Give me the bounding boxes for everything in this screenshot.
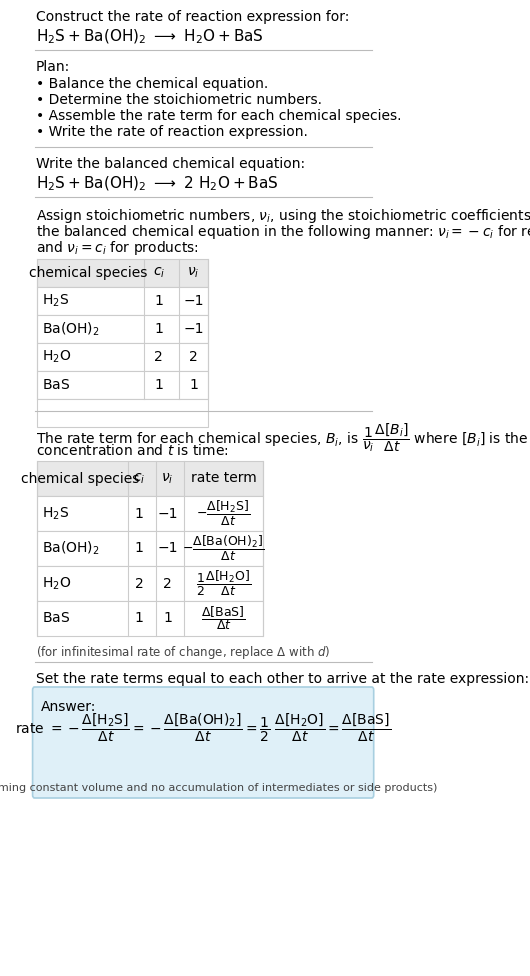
- Text: $\mathrm{H_2O}$: $\mathrm{H_2O}$: [42, 575, 72, 591]
- Text: 2: 2: [135, 577, 144, 590]
- Text: $\mathrm{H_2S}$: $\mathrm{H_2S}$: [42, 506, 69, 522]
- Text: • Write the rate of reaction expression.: • Write the rate of reaction expression.: [36, 125, 308, 139]
- Text: (assuming constant volume and no accumulation of intermediates or side products): (assuming constant volume and no accumul…: [0, 783, 438, 793]
- FancyBboxPatch shape: [37, 371, 208, 399]
- Text: −1: −1: [183, 322, 204, 336]
- Text: Write the balanced chemical equation:: Write the balanced chemical equation:: [36, 157, 305, 171]
- Text: 1: 1: [135, 542, 144, 555]
- Text: $\mathrm{H_2O}$: $\mathrm{H_2O}$: [42, 348, 72, 365]
- Text: Assign stoichiometric numbers, $\nu_i$, using the stoichiometric coefficients, $: Assign stoichiometric numbers, $\nu_i$, …: [36, 207, 530, 225]
- Text: $\mathrm{H_2S + Ba(OH)_2 \ \longrightarrow \ 2\ H_2O + BaS}$: $\mathrm{H_2S + Ba(OH)_2 \ \longrightarr…: [36, 175, 278, 193]
- Text: Set the rate terms equal to each other to arrive at the rate expression:: Set the rate terms equal to each other t…: [36, 672, 529, 686]
- Text: • Assemble the rate term for each chemical species.: • Assemble the rate term for each chemic…: [36, 109, 401, 123]
- Text: rate $= -\dfrac{\Delta[\mathrm{H_2S}]}{\Delta t} = -\dfrac{\Delta[\mathrm{Ba(OH): rate $= -\dfrac{\Delta[\mathrm{H_2S}]}{\…: [15, 712, 391, 744]
- Text: $\mathrm{Ba(OH)_2}$: $\mathrm{Ba(OH)_2}$: [42, 320, 100, 338]
- Text: $\dfrac{\Delta[\mathrm{BaS}]}{\Delta t}$: $\dfrac{\Delta[\mathrm{BaS}]}{\Delta t}$: [201, 604, 246, 632]
- Text: 1: 1: [135, 507, 144, 520]
- Text: and $\nu_i = c_i$ for products:: and $\nu_i = c_i$ for products:: [36, 239, 199, 257]
- Text: 1: 1: [189, 378, 198, 392]
- FancyBboxPatch shape: [37, 399, 208, 427]
- Text: • Balance the chemical equation.: • Balance the chemical equation.: [36, 77, 268, 91]
- FancyBboxPatch shape: [37, 566, 263, 601]
- Text: $\nu_i$: $\nu_i$: [161, 471, 174, 486]
- Text: $\dfrac{1}{2}\dfrac{\Delta[\mathrm{H_2O}]}{\Delta t}$: $\dfrac{1}{2}\dfrac{\Delta[\mathrm{H_2O}…: [196, 569, 251, 598]
- Text: $\mathrm{H_2S + Ba(OH)_2 \ \longrightarrow \ H_2O + BaS}$: $\mathrm{H_2S + Ba(OH)_2 \ \longrightarr…: [36, 28, 264, 47]
- Text: (for infinitesimal rate of change, replace $\Delta$ with $d$): (for infinitesimal rate of change, repla…: [36, 644, 330, 661]
- Text: 2: 2: [163, 577, 172, 590]
- Text: 2: 2: [189, 350, 198, 364]
- Text: • Determine the stoichiometric numbers.: • Determine the stoichiometric numbers.: [36, 93, 322, 107]
- Text: −1: −1: [183, 294, 204, 308]
- FancyBboxPatch shape: [37, 287, 208, 315]
- FancyBboxPatch shape: [37, 315, 208, 343]
- Text: $c_i$: $c_i$: [153, 265, 165, 280]
- Text: The rate term for each chemical species, $B_i$, is $\dfrac{1}{\nu_i}\dfrac{\Delt: The rate term for each chemical species,…: [36, 421, 530, 454]
- FancyBboxPatch shape: [37, 601, 263, 636]
- FancyBboxPatch shape: [37, 259, 208, 287]
- Text: 2: 2: [154, 350, 163, 364]
- Text: 1: 1: [154, 294, 163, 308]
- Text: $\nu_i$: $\nu_i$: [188, 265, 200, 280]
- Text: $-\dfrac{\Delta[\mathrm{H_2S}]}{\Delta t}$: $-\dfrac{\Delta[\mathrm{H_2S}]}{\Delta t…: [197, 499, 251, 528]
- FancyBboxPatch shape: [37, 496, 263, 531]
- FancyBboxPatch shape: [37, 531, 263, 566]
- Text: −1: −1: [157, 542, 178, 555]
- Text: Answer:: Answer:: [41, 700, 96, 714]
- Text: concentration and $t$ is time:: concentration and $t$ is time:: [36, 443, 228, 458]
- Text: $\mathrm{BaS}$: $\mathrm{BaS}$: [42, 378, 70, 392]
- Text: Plan:: Plan:: [36, 60, 70, 74]
- Text: chemical species: chemical species: [21, 471, 139, 485]
- Text: 1: 1: [154, 378, 163, 392]
- FancyBboxPatch shape: [37, 343, 208, 371]
- Text: $-\dfrac{\Delta[\mathrm{Ba(OH)_2}]}{\Delta t}$: $-\dfrac{\Delta[\mathrm{Ba(OH)_2}]}{\Del…: [182, 534, 264, 563]
- Text: 1: 1: [135, 612, 144, 626]
- Text: Construct the rate of reaction expression for:: Construct the rate of reaction expressio…: [36, 10, 349, 24]
- Text: −1: −1: [157, 507, 178, 520]
- FancyBboxPatch shape: [32, 687, 374, 798]
- Text: 1: 1: [163, 612, 172, 626]
- Text: $\mathrm{BaS}$: $\mathrm{BaS}$: [42, 612, 70, 626]
- Text: rate term: rate term: [191, 471, 257, 485]
- Text: the balanced chemical equation in the following manner: $\nu_i = -c_i$ for react: the balanced chemical equation in the fo…: [36, 223, 530, 241]
- Text: chemical species: chemical species: [29, 266, 147, 280]
- Text: $\mathrm{Ba(OH)_2}$: $\mathrm{Ba(OH)_2}$: [42, 540, 100, 557]
- Text: $\mathrm{H_2S}$: $\mathrm{H_2S}$: [42, 293, 69, 309]
- FancyBboxPatch shape: [37, 461, 263, 496]
- Text: 1: 1: [154, 322, 163, 336]
- Text: $c_i$: $c_i$: [133, 471, 145, 486]
